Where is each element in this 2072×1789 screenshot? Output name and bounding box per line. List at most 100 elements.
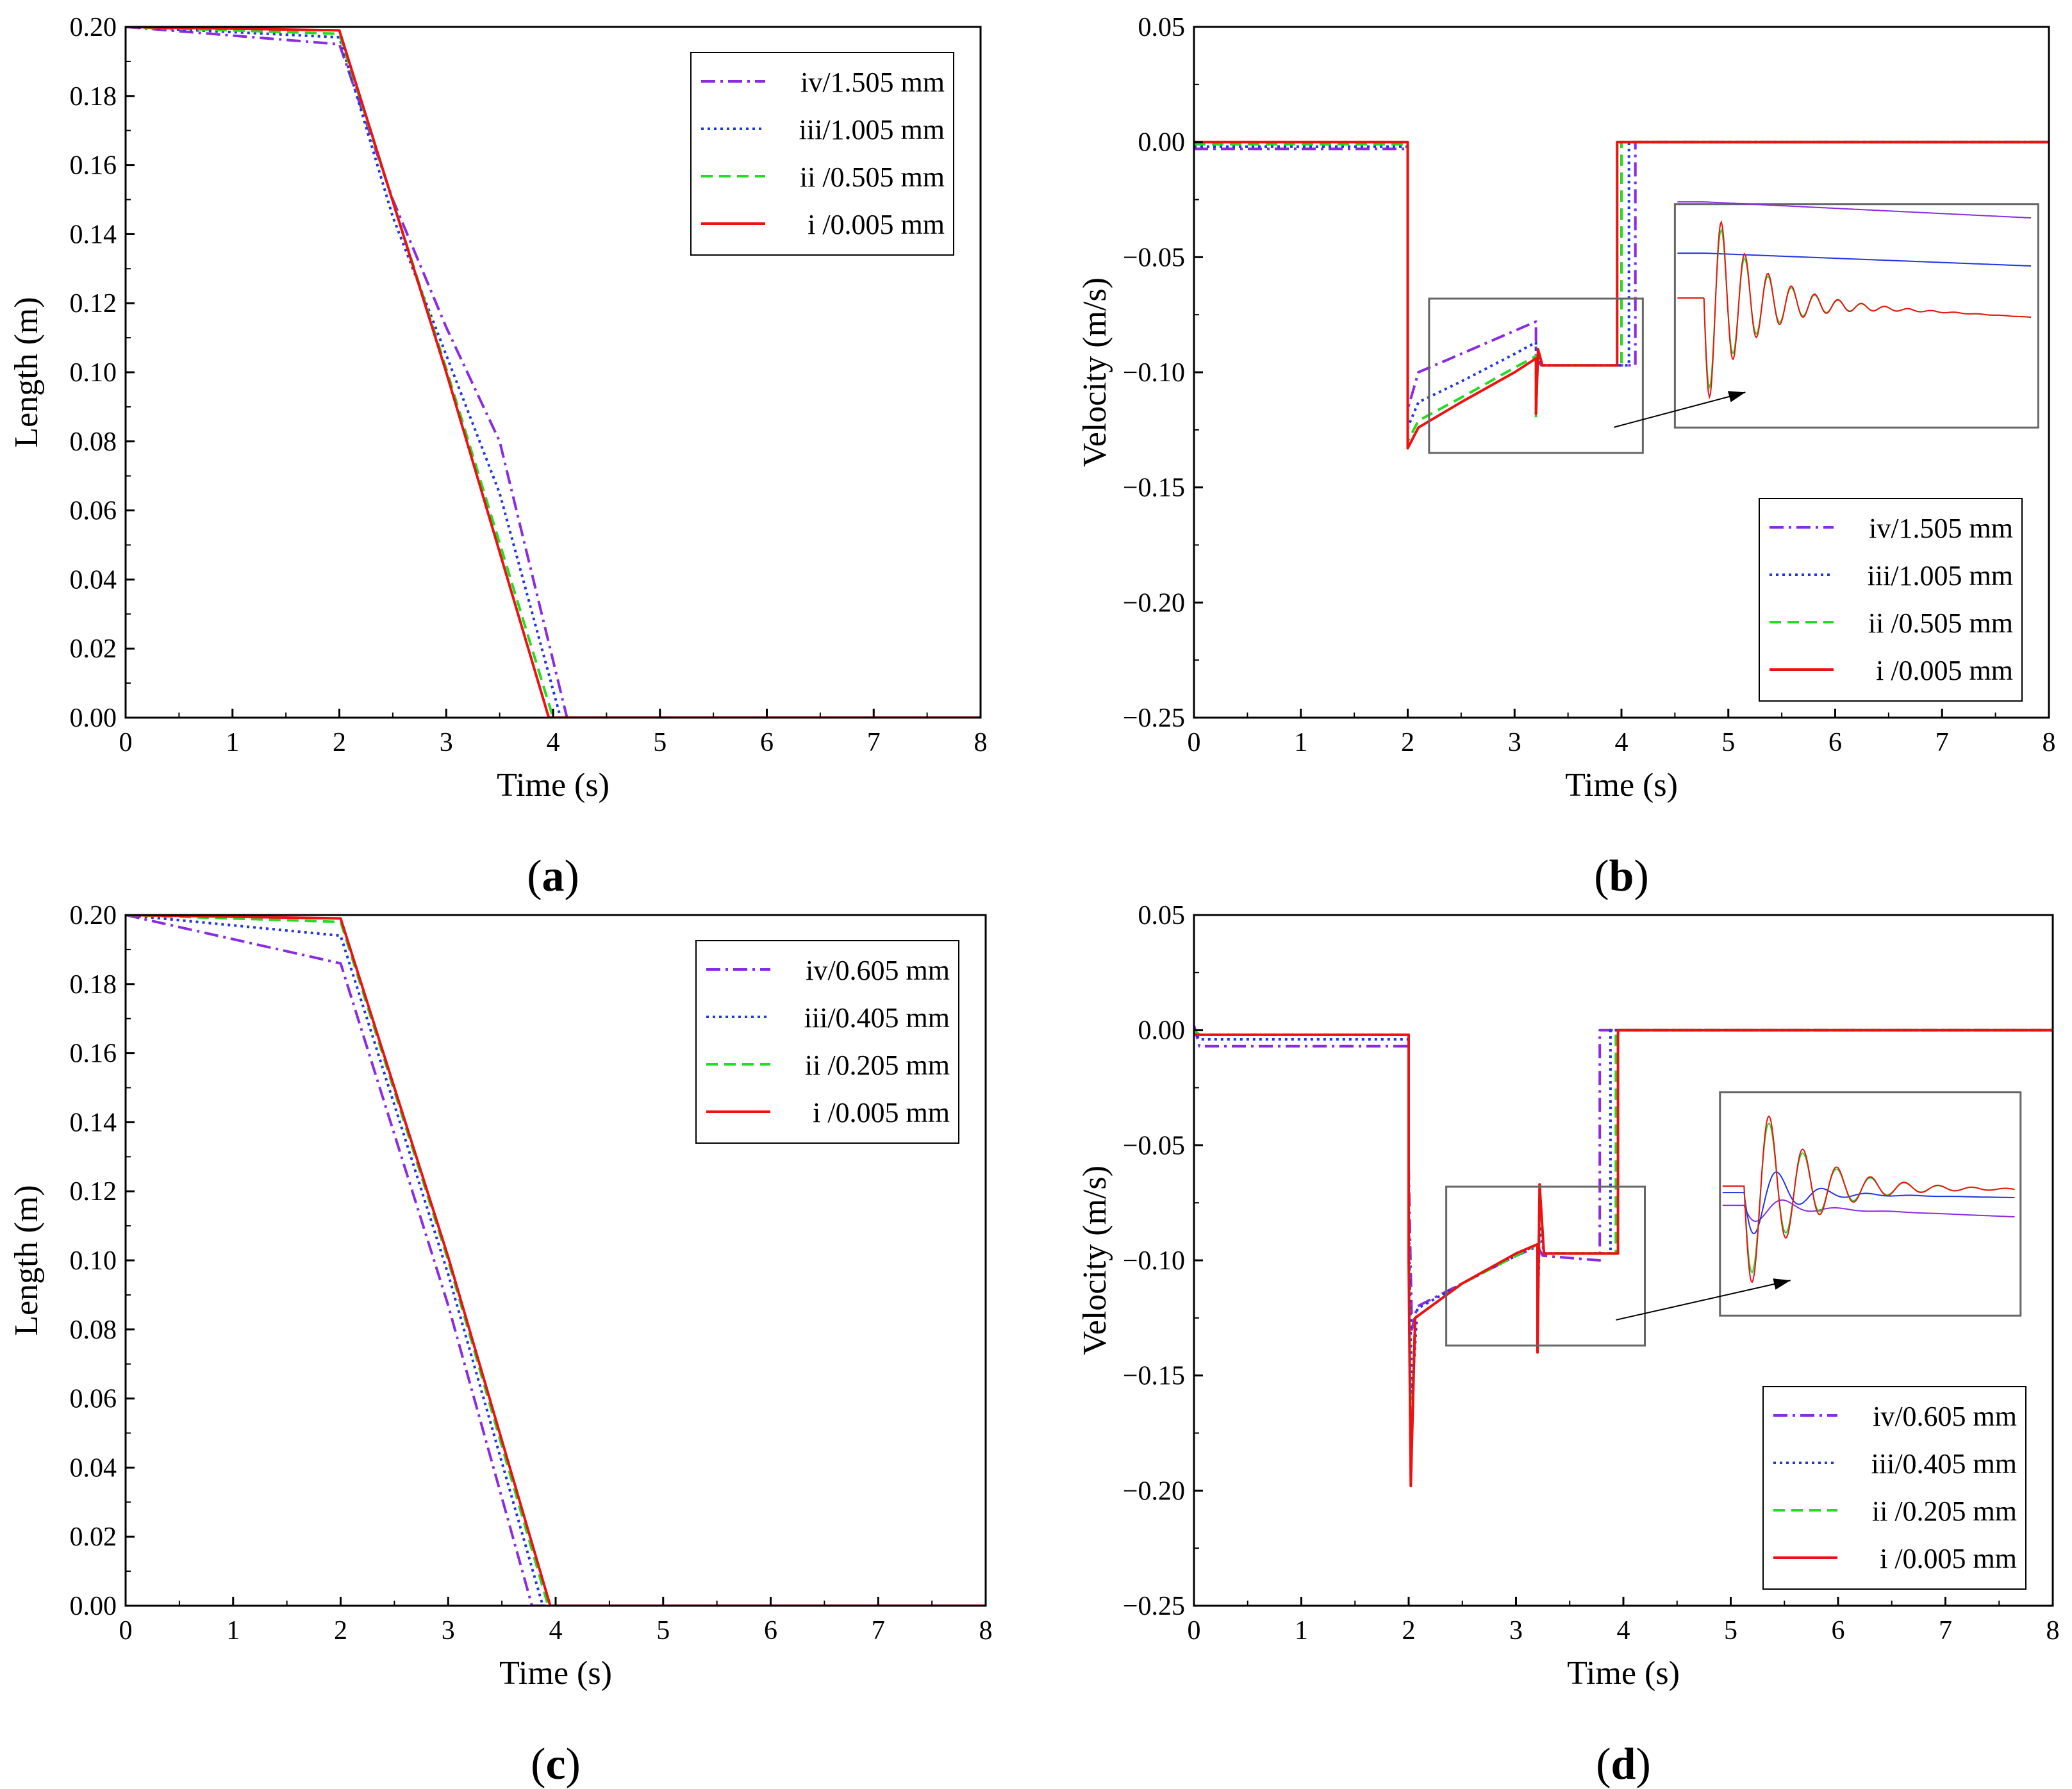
x-tick-label: 7 — [867, 728, 881, 757]
series-line-iii — [1194, 140, 2049, 429]
inset-trace-iii — [1677, 252, 2032, 267]
y-tick-label: 0.20 — [70, 13, 117, 42]
x-tick-label: 2 — [333, 728, 346, 757]
panel-label: (b) — [1594, 852, 1649, 901]
y-tick-label: 0.02 — [70, 634, 117, 664]
panel-label: (d) — [1596, 1740, 1651, 1789]
series-line-iv — [1194, 1025, 2053, 1331]
x-tick-label: 5 — [653, 728, 667, 757]
y-tick-label: 0.14 — [70, 220, 117, 249]
legend-label-iv: iv/0.605 mm — [1873, 1401, 2017, 1432]
x-axis-label: Time (s) — [1565, 767, 1678, 804]
x-tick-label: 8 — [974, 728, 988, 757]
legend-label-i: i /0.005 mm — [808, 209, 945, 240]
series-group-d — [1194, 1025, 2053, 1488]
x-tick-label: 3 — [442, 1616, 455, 1645]
legend-label-ii: ii /0.205 mm — [1872, 1496, 2017, 1527]
x-tick-label: 4 — [1617, 1616, 1630, 1645]
legend-label-iv: iv/1.505 mm — [800, 67, 945, 98]
series-line-iv — [1194, 140, 2049, 411]
panel-label-letter: c — [545, 1740, 565, 1789]
legend-label-iii: iii/0.405 mm — [804, 1002, 950, 1034]
panel-label-letter: b — [1609, 852, 1634, 901]
x-tick-label: 3 — [440, 728, 453, 757]
y-tick-label: 0.18 — [70, 970, 117, 1000]
x-tick-label: 8 — [979, 1616, 993, 1645]
y-tick-label: −0.20 — [1123, 1476, 1185, 1506]
legend-label-i: i /0.005 mm — [1880, 1543, 2017, 1574]
y-tick-label: 0.18 — [70, 82, 117, 111]
legend-label-i: i /0.005 mm — [1876, 655, 2013, 686]
x-tick-label: 4 — [1615, 728, 1629, 757]
x-tick-label: 5 — [1721, 728, 1735, 757]
inset-trace-iv — [1677, 201, 2032, 219]
x-axis-label: Time (s) — [499, 1655, 612, 1692]
y-tick-label: 0.08 — [70, 427, 117, 457]
x-axis-label: Time (s) — [1567, 1655, 1680, 1692]
y-tick-label: 0.14 — [70, 1108, 117, 1137]
y-tick-label: 0.20 — [70, 901, 117, 930]
series-line-iv — [126, 27, 981, 718]
x-tick-label: 3 — [1509, 1616, 1523, 1645]
legend-label-iii: iii/0.405 mm — [1871, 1448, 2017, 1480]
y-tick-label: −0.10 — [1123, 1246, 1185, 1276]
x-tick-label: 2 — [1402, 1616, 1416, 1645]
legend-label-iii: iii/1.005 mm — [799, 114, 945, 145]
legend: iv/0.605 mm iii/0.405 mm ii /0.205 mm i /0.… — [1762, 1386, 2026, 1590]
x-tick-label: 4 — [549, 1616, 563, 1645]
y-tick-label: 0.10 — [70, 1246, 117, 1276]
y-tick-label: −0.05 — [1123, 243, 1185, 272]
panel-label: (a) — [527, 852, 579, 901]
inset-arrow-head — [1727, 391, 1746, 402]
y-tick-label: 0.00 — [1138, 128, 1186, 158]
inset — [1428, 201, 2039, 454]
x-tick-label: 7 — [1939, 1616, 1952, 1645]
y-tick-label: 0.12 — [70, 1177, 117, 1207]
y-tick-label: 0.06 — [70, 1385, 117, 1414]
y-tick-label: 0.10 — [70, 358, 117, 388]
series-line-i — [1194, 1028, 2053, 1488]
y-tick-label: 0.00 — [1138, 1016, 1186, 1046]
legend-box — [695, 940, 959, 1144]
x-axis-label: Time (s) — [497, 767, 609, 804]
inset-box — [1673, 203, 2039, 429]
x-tick-label: 6 — [1832, 1616, 1845, 1645]
x-tick-label: 5 — [656, 1616, 670, 1645]
panel-a: 0 1 2 3 4 5 6 7 8 0.00 0.02 0.04 0.06 0.08 0.10 0.12 0.1… — [8, 13, 988, 901]
x-tick-label: 5 — [1724, 1616, 1737, 1645]
series-group-a — [126, 27, 981, 718]
x-tick-label: 2 — [1401, 728, 1414, 757]
panel-c: 0 1 2 3 4 5 6 7 8 0.00 0.02 0.04 0.06 0.08 0.10 0.12 0.1… — [8, 901, 993, 1789]
x-tick-label: 3 — [1508, 728, 1521, 757]
y-tick-label: −0.05 — [1123, 1131, 1185, 1160]
x-tick-label: 8 — [2046, 1616, 2060, 1645]
y-tick-label: 0.06 — [70, 497, 117, 526]
zoom-region-box — [1428, 297, 1644, 454]
y-tick-label: 0.04 — [70, 1453, 117, 1483]
inset-arrow — [1614, 392, 1746, 428]
x-tick-label: 8 — [2043, 728, 2056, 757]
legend-box — [690, 52, 954, 256]
y-tick-label: −0.15 — [1123, 1362, 1185, 1391]
x-tick-label: 2 — [334, 1616, 347, 1645]
inset-trace-iv — [1722, 1199, 2015, 1223]
zoom-region-box — [1445, 1185, 1646, 1347]
x-tick-label: 6 — [764, 1616, 777, 1645]
inset — [1445, 1091, 2022, 1347]
y-tick-label: 0.02 — [70, 1522, 117, 1552]
inset-trace-iii — [1722, 1171, 2015, 1235]
legend-label-iv: iv/0.605 mm — [806, 955, 950, 986]
y-axis-label: Velocity (m/s) — [1077, 277, 1113, 467]
x-tick-label: 1 — [1294, 728, 1307, 757]
x-tick-label: 1 — [1295, 1616, 1308, 1645]
y-axis-label: Length (m) — [8, 1185, 45, 1335]
y-tick-label: −0.10 — [1123, 358, 1185, 388]
y-tick-label: −0.25 — [1123, 704, 1185, 733]
x-tick-label: 1 — [226, 728, 239, 757]
x-tick-label: 1 — [226, 1616, 240, 1645]
x-tick-label: 0 — [119, 728, 133, 757]
panel-b: 0 1 2 3 4 5 6 7 8 −0.25 −0.20 −0.15 −0.10 −0.05 0.00 0.… — [1077, 13, 2056, 901]
inset-trace-i — [1677, 220, 2032, 400]
y-axis-label: Velocity (m/s) — [1077, 1166, 1113, 1355]
legend-label-ii: ii /0.205 mm — [805, 1050, 950, 1081]
